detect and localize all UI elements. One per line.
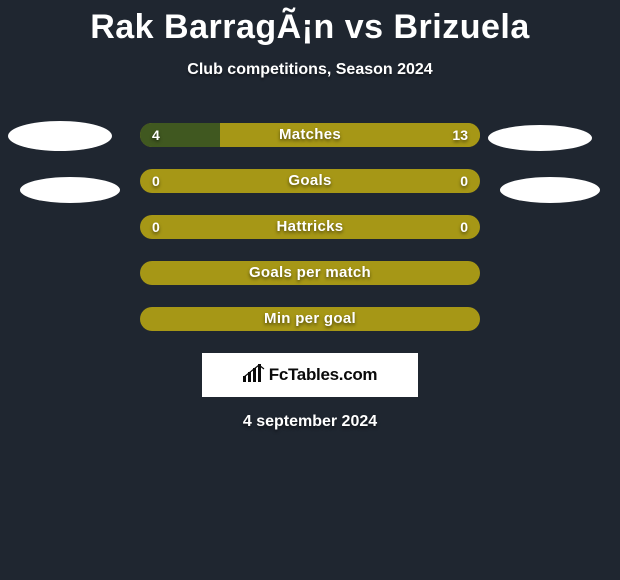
stat-label: Matches bbox=[140, 123, 480, 147]
stat-label: Goals bbox=[140, 169, 480, 193]
stat-label: Goals per match bbox=[140, 261, 480, 285]
stat-label: Min per goal bbox=[140, 307, 480, 331]
stat-label: Hattricks bbox=[140, 215, 480, 239]
stats-container: Matches413Goals00Hattricks00Goals per ma… bbox=[140, 123, 480, 331]
stat-right-value: 13 bbox=[452, 123, 468, 147]
subtitle: Club competitions, Season 2024 bbox=[0, 61, 620, 79]
date-label: 4 september 2024 bbox=[0, 413, 620, 431]
stat-right-value: 0 bbox=[460, 169, 468, 193]
logo-box: FcTables.com bbox=[202, 353, 418, 397]
ellipse-right-bot bbox=[500, 177, 600, 203]
stat-left-value: 4 bbox=[152, 123, 160, 147]
stat-left-value: 0 bbox=[152, 215, 160, 239]
stat-row-min-per-goal: Min per goal bbox=[140, 307, 480, 331]
stat-row-matches: Matches4 13 bbox=[140, 123, 480, 147]
stat-right-value: 0 bbox=[460, 215, 468, 239]
ellipse-right-top bbox=[488, 125, 592, 151]
stat-row-goals-per-match: Goals per match bbox=[140, 261, 480, 285]
bar-chart-icon bbox=[243, 364, 265, 387]
stat-row-hattricks: Hattricks0 0 bbox=[140, 215, 480, 239]
logo-text: FcTables.com bbox=[269, 365, 378, 385]
stat-left-value: 0 bbox=[152, 169, 160, 193]
ellipse-left-bot bbox=[20, 177, 120, 203]
stat-row-goals: Goals0 0 bbox=[140, 169, 480, 193]
ellipse-left-top bbox=[8, 121, 112, 151]
page-title: Rak BarragÃ¡n vs Brizuela bbox=[0, 0, 620, 47]
